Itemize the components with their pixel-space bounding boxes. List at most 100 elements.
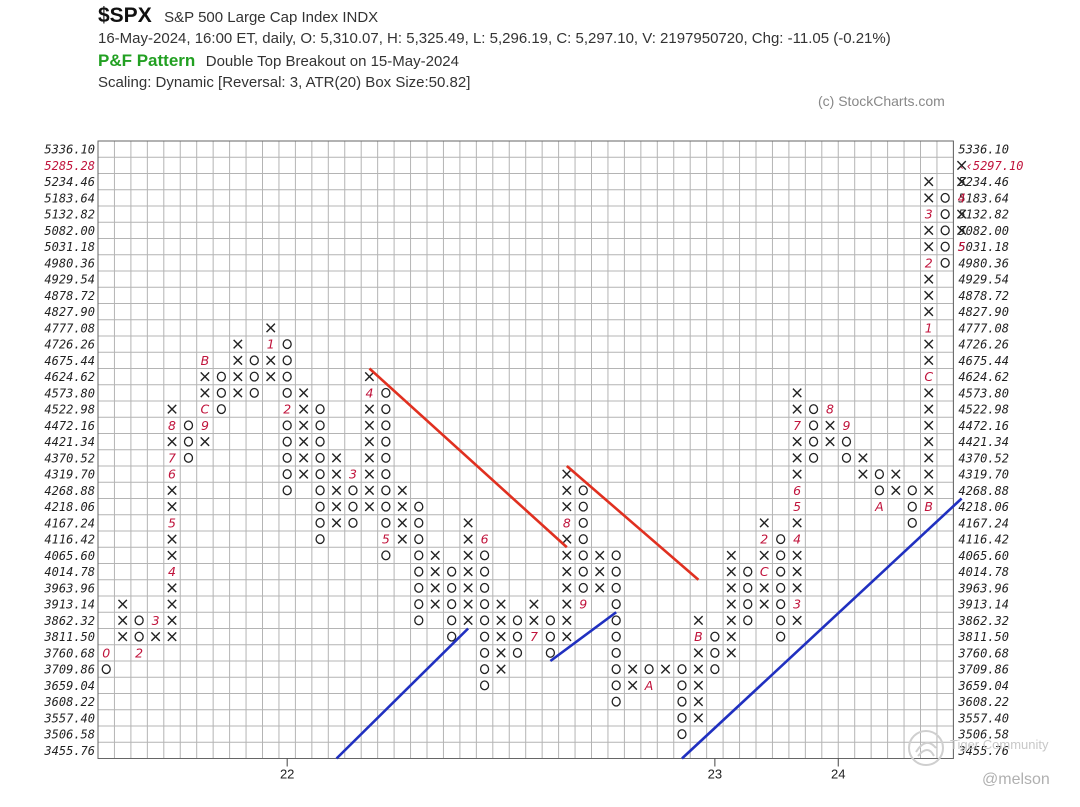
month-marker: 6 xyxy=(793,483,801,498)
o-box xyxy=(315,534,325,545)
x-box xyxy=(298,388,309,398)
x-box xyxy=(924,176,934,187)
x-box xyxy=(298,469,309,479)
y-tick-label-left: 4726.26 xyxy=(44,338,95,352)
x-box xyxy=(496,599,506,609)
o-box xyxy=(479,680,490,691)
x-box xyxy=(200,371,210,382)
x-box xyxy=(266,323,276,333)
x-box xyxy=(167,436,177,447)
x-box xyxy=(924,306,934,317)
month-marker: 7 xyxy=(168,450,176,465)
y-tick-label-right: 4421.34 xyxy=(958,435,1009,449)
x-box xyxy=(627,680,638,691)
o-box xyxy=(315,501,325,512)
x-box xyxy=(924,436,934,447)
x-box xyxy=(117,599,128,609)
o-box xyxy=(677,712,687,723)
o-box xyxy=(776,534,786,545)
y-tick-label-right: 4878.72 xyxy=(958,289,1009,303)
x-box xyxy=(792,388,802,398)
month-marker: 4 xyxy=(793,532,801,547)
o-box xyxy=(940,241,950,252)
o-box xyxy=(479,664,490,675)
o-box xyxy=(611,680,621,691)
o-box xyxy=(282,436,292,447)
x-box xyxy=(792,404,802,414)
x-box xyxy=(562,631,572,642)
x-box xyxy=(463,534,473,544)
month-marker: 2 xyxy=(925,255,933,270)
o-box xyxy=(414,534,424,545)
o-box xyxy=(381,420,391,431)
o-box xyxy=(611,566,621,577)
o-box xyxy=(841,436,852,447)
x-box xyxy=(956,225,967,236)
x-box xyxy=(792,583,802,593)
y-tick-label-left: 4065.60 xyxy=(44,549,95,563)
y-tick-label-right: 4268.88 xyxy=(958,484,1009,498)
o-box xyxy=(776,631,786,642)
x-box xyxy=(956,160,967,171)
x-tick-label: 23 xyxy=(708,767,722,782)
o-box xyxy=(282,452,292,463)
x-box xyxy=(562,534,572,544)
month-marker: A xyxy=(874,499,884,514)
o-box xyxy=(907,517,917,528)
o-box xyxy=(447,599,457,610)
o-box xyxy=(644,664,654,675)
x-box xyxy=(693,696,704,707)
y-tick-label-right: 3455.76 xyxy=(957,744,1009,758)
y-tick-label-right: 4319.70 xyxy=(958,468,1009,482)
y-tick-label-right: 5132.82 xyxy=(958,208,1009,222)
x-box xyxy=(364,404,375,414)
o-box xyxy=(216,404,227,415)
resistance-trendline xyxy=(368,367,568,549)
o-box xyxy=(776,566,786,577)
y-tick-label-left: 4319.70 xyxy=(44,468,95,482)
index-name: S&P 500 Large Cap Index INDX xyxy=(164,9,379,26)
x-box xyxy=(726,566,737,577)
o-box xyxy=(578,550,588,561)
x-box xyxy=(463,550,473,561)
o-box xyxy=(414,582,424,593)
x-box xyxy=(693,713,704,723)
month-marker: 5 xyxy=(793,499,801,514)
o-box xyxy=(447,566,457,577)
o-box xyxy=(282,420,292,431)
month-marker: 3 xyxy=(925,207,933,222)
o-box xyxy=(545,647,556,658)
o-box xyxy=(348,485,358,496)
x-box xyxy=(924,241,934,252)
x-box xyxy=(364,469,375,479)
x-box xyxy=(167,404,177,414)
x-box xyxy=(562,501,572,512)
o-box xyxy=(677,680,687,691)
month-marker: 3 xyxy=(349,467,357,482)
x-box xyxy=(150,631,161,642)
x-box xyxy=(891,485,901,496)
month-marker: 4 xyxy=(958,190,966,205)
month-marker: 5 xyxy=(382,532,390,547)
x-box xyxy=(792,453,802,463)
x-box xyxy=(200,388,210,398)
o-box xyxy=(414,550,424,561)
x-box xyxy=(233,339,243,349)
support-trendline xyxy=(549,611,617,663)
o-box xyxy=(249,371,259,382)
x-box xyxy=(726,648,737,658)
y-tick-label-right: 4777.08 xyxy=(958,321,1009,335)
o-box xyxy=(183,452,194,463)
y-tick-label-left: 3963.96 xyxy=(43,581,95,595)
o-box xyxy=(447,582,457,593)
o-box xyxy=(841,452,852,463)
x-box xyxy=(891,469,901,479)
x-box xyxy=(167,485,177,496)
x-box xyxy=(759,518,769,528)
o-box xyxy=(808,404,819,415)
y-tick-label-left: 3557.40 xyxy=(43,711,95,725)
o-box xyxy=(381,469,391,480)
month-marker: 2 xyxy=(135,645,143,660)
y-tick-label-left: 4218.06 xyxy=(44,500,95,514)
